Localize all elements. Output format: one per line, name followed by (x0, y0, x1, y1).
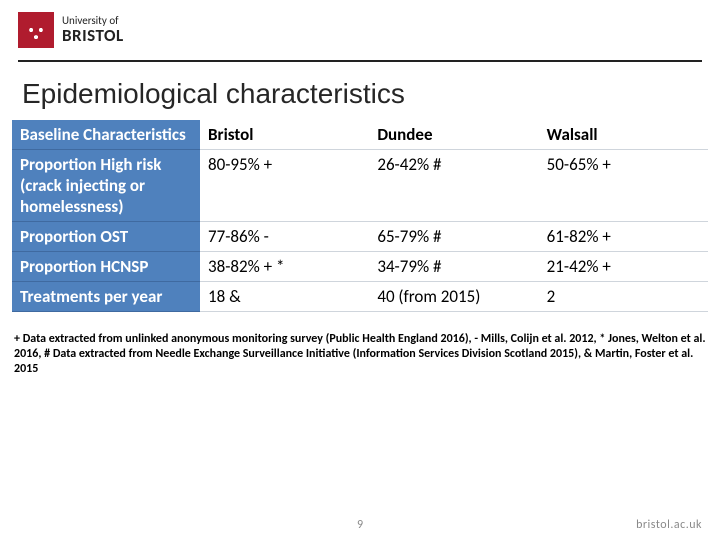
table-cell: 38-82% + * (200, 252, 369, 282)
university-name-bottom: BRISTOL (62, 27, 124, 45)
table-cell: 61-82% + (539, 222, 708, 252)
table-cell: 2 (539, 282, 708, 312)
slide-title: Epidemiological characteristics (0, 62, 720, 120)
footnote: + Data extracted from unlinked anonymous… (0, 312, 720, 377)
table-cell: 21-42% + (539, 252, 708, 282)
table-cell: 50-65% + (539, 150, 708, 222)
characteristics-table: Baseline Characteristics Bristol Dundee … (0, 120, 720, 312)
table-row: Treatments per year18 &40 (from 2015)2 (12, 282, 708, 312)
table-row: Proportion OST77-86% -65-79% #61-82% + (12, 222, 708, 252)
row-label: Treatments per year (12, 282, 200, 312)
table-cell: 26-42% # (369, 150, 538, 222)
col-header-1: Bristol (200, 120, 369, 150)
footer: 9 bristol.ac.uk (0, 518, 720, 532)
row-label: Proportion OST (12, 222, 200, 252)
table-cell: 40 (from 2015) (369, 282, 538, 312)
table-cell: 77-86% - (200, 222, 369, 252)
col-header-0: Baseline Characteristics (12, 120, 200, 150)
page-number: 9 (357, 518, 363, 532)
row-label: Proportion HCNSP (12, 252, 200, 282)
table-cell: 65-79% # (369, 222, 538, 252)
table-row: Proportion HCNSP38-82% + *34-79% #21-42%… (12, 252, 708, 282)
university-name: University of BRISTOL (62, 15, 124, 44)
table-cell: 34-79% # (369, 252, 538, 282)
university-crest-icon (18, 12, 54, 48)
table-cell: 80-95% + (200, 150, 369, 222)
col-header-2: Dundee (369, 120, 538, 150)
col-header-3: Walsall (539, 120, 708, 150)
table-header-row: Baseline Characteristics Bristol Dundee … (12, 120, 708, 150)
row-label: Proportion High risk (crack injecting or… (12, 150, 200, 222)
table-row: Proportion High risk (crack injecting or… (12, 150, 708, 222)
footer-url: bristol.ac.uk (636, 518, 702, 532)
header: University of BRISTOL (0, 0, 720, 54)
table-cell: 18 & (200, 282, 369, 312)
